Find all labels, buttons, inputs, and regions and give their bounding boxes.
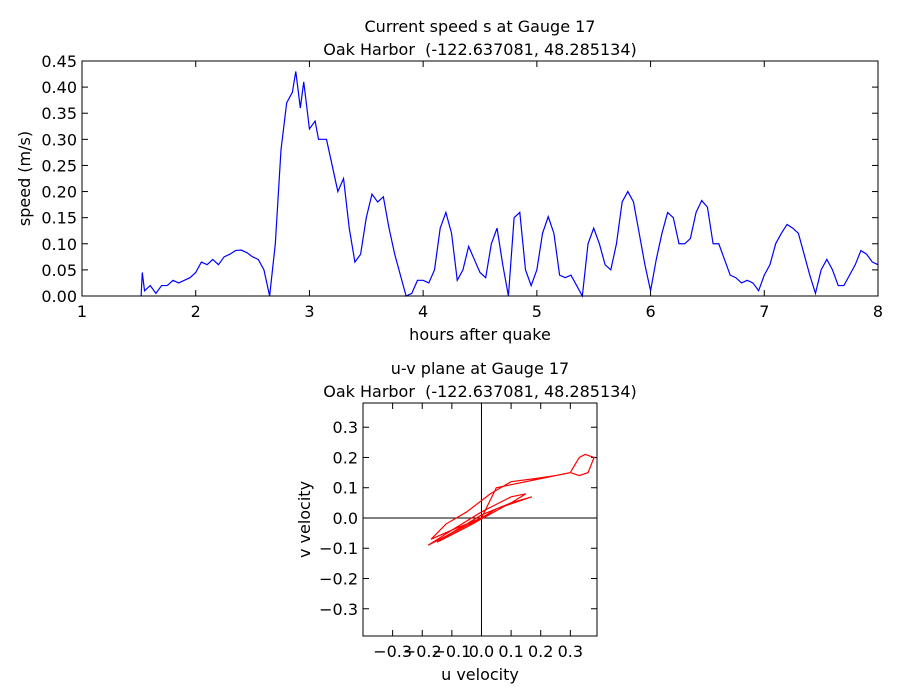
- x-axis-label: u velocity: [441, 665, 519, 684]
- axes-frame: [81, 60, 879, 297]
- x-tick-label: 1: [77, 302, 87, 321]
- x-axis-label: hours after quake: [409, 325, 551, 344]
- chart-subtitle: Oak Harbor (-122.637081, 48.285134): [323, 40, 637, 59]
- x-tick-label: 0.3: [558, 642, 583, 661]
- x-tick-label: 4: [418, 302, 428, 321]
- x-tick-label: −0.1: [432, 642, 471, 661]
- x-tick-label: 5: [532, 302, 542, 321]
- y-tick-label: −0.2: [319, 570, 358, 589]
- y-tick-label: 0.20: [41, 183, 77, 202]
- y-tick-label: 0.35: [41, 104, 77, 123]
- y-tick-label: 0.3: [333, 418, 358, 437]
- chart-title: Current speed s at Gauge 17: [365, 17, 596, 36]
- y-tick-label: 0.10: [41, 235, 77, 254]
- chart-subtitle: Oak Harbor (-122.637081, 48.285134): [323, 382, 637, 401]
- x-tick-label: −0.3: [373, 642, 412, 661]
- y-tick-label: 0.30: [41, 130, 77, 149]
- y-tick-label: −0.3: [319, 600, 358, 619]
- y-axis-label: speed (m/s): [15, 131, 34, 226]
- y-tick-label: 0.00: [41, 287, 77, 306]
- y-axis-label: v velocity: [295, 481, 314, 558]
- y-tick-label: 0.25: [41, 156, 77, 175]
- y-tick-label: 0.2: [333, 448, 358, 467]
- data-line: [427, 453, 595, 546]
- x-tick-label: 7: [759, 302, 769, 321]
- x-tick-label: 0.2: [528, 642, 553, 661]
- y-tick-label: 0.45: [41, 52, 77, 71]
- x-tick-label: 3: [304, 302, 314, 321]
- y-tick-label: 0.1: [333, 479, 358, 498]
- y-tick-label: 0.05: [41, 261, 77, 280]
- y-tick-label: 0.40: [41, 78, 77, 97]
- y-tick-label: −0.1: [319, 539, 358, 558]
- axes-frame: [362, 402, 598, 637]
- y-tick-label: 0.15: [41, 209, 77, 228]
- y-tick-label: 0.0: [333, 509, 358, 528]
- x-tick-label: 2: [191, 302, 201, 321]
- data-line: [140, 71, 879, 298]
- x-tick-label: 0.1: [498, 642, 523, 661]
- x-tick-label: 0.0: [469, 642, 494, 661]
- x-tick-label: 6: [645, 302, 655, 321]
- x-tick-label: −0.2: [403, 642, 442, 661]
- chart-title: u-v plane at Gauge 17: [391, 359, 569, 378]
- x-tick-label: 8: [873, 302, 883, 321]
